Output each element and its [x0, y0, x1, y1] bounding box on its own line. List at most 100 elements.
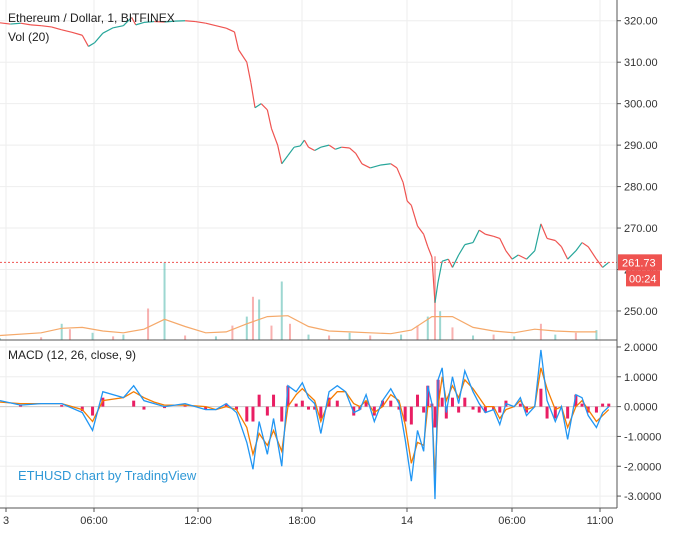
price-segment [428, 247, 432, 257]
volume-bar [575, 333, 577, 340]
volume-bar [349, 333, 351, 340]
axes-layer: 250.00260.00270.00280.00290.00300.00310.… [0, 0, 661, 527]
macd-histogram-bar [266, 407, 269, 416]
time-tick-label: 11:00 [587, 515, 614, 527]
macd-histogram-bar [478, 407, 481, 413]
volume-bar [513, 336, 515, 340]
price-tick-label: 300.00 [624, 99, 658, 111]
macd-histogram-bar [410, 407, 413, 425]
volume-bar [112, 336, 114, 340]
price-tick-label: 310.00 [624, 57, 658, 69]
macd-histogram-bar [258, 395, 261, 407]
macd-histogram-bar [301, 401, 304, 407]
price-segment [411, 205, 417, 226]
price-segment [391, 164, 397, 168]
volume-bar [451, 327, 453, 340]
price-segment [315, 147, 321, 150]
price-segment [31, 25, 41, 26]
macd-histogram-bar [295, 404, 298, 407]
volume-bar [92, 333, 94, 340]
macd-histogram-bar [433, 407, 436, 428]
volume-bar [308, 335, 310, 340]
price-segment [448, 259, 452, 267]
price-segment [568, 251, 576, 259]
macd-histogram-bar [472, 407, 475, 410]
grid-layer [0, 0, 617, 508]
macd-histogram-bar [581, 404, 584, 407]
price-segment [103, 28, 113, 33]
price-segment [350, 148, 356, 153]
price-segment [271, 129, 277, 146]
price-segment [309, 147, 315, 150]
price-segment [588, 247, 596, 259]
price-segment [485, 234, 493, 236]
price-segment [226, 28, 234, 32]
price-segment [341, 147, 349, 148]
macd-tick-label: -3.0000 [624, 491, 661, 503]
price-segment [561, 247, 567, 259]
volume-bar [439, 311, 441, 340]
price-tick-label: 280.00 [624, 182, 658, 194]
price-segment [41, 26, 51, 27]
macd-histogram-bar [251, 407, 254, 422]
price-segment [576, 243, 582, 251]
volume-bar [289, 324, 291, 340]
price-segment [206, 23, 216, 25]
volume-bar [281, 282, 283, 341]
macd-histogram-bar [272, 395, 275, 407]
volume-indicator-label: Vol (20) [8, 30, 49, 44]
price-segment [288, 147, 294, 155]
macd-tick-label: -1.0000 [624, 431, 661, 443]
macd-histogram-bar [457, 407, 460, 413]
price-segment [185, 21, 195, 22]
macd-histogram-bar [60, 405, 63, 406]
macd-tick-label: -2.0000 [624, 461, 661, 473]
macd-histogram-bar [132, 401, 135, 407]
time-tick-label: 3 [3, 515, 9, 527]
price-layer [0, 17, 617, 302]
price-segment [370, 165, 380, 168]
price-segment [267, 110, 271, 129]
price-segment [113, 26, 123, 28]
price-segment [282, 155, 288, 163]
price-segment [304, 140, 308, 147]
time-tick-label: 06:00 [80, 515, 108, 527]
macd-histogram-bar [422, 407, 425, 413]
price-segment [473, 230, 479, 242]
price-segment [397, 168, 403, 183]
chart-title: Ethereum / Dollar, 1, BITFINEX [8, 11, 175, 25]
time-tick-label: 12:00 [184, 515, 212, 527]
price-segment [329, 145, 335, 149]
price-segment [195, 22, 205, 24]
macd-histogram-bar [91, 407, 94, 416]
price-segment [582, 243, 588, 247]
price-segment [500, 238, 506, 250]
price-segment [407, 201, 411, 205]
time-tick-label: 06:00 [498, 515, 526, 527]
volume-bar [147, 309, 149, 341]
volume-bar [472, 336, 474, 341]
price-segment [216, 26, 226, 28]
volume-bar [554, 335, 556, 340]
price-segment [62, 30, 72, 32]
volume-bar [493, 335, 495, 340]
macd-histogram-bar [336, 401, 339, 407]
macd-histogram-bar [607, 404, 610, 407]
macd-histogram-bar [595, 407, 598, 413]
price-segment [452, 255, 458, 267]
price-segment [541, 224, 547, 239]
price-segment [72, 32, 82, 35]
time-tick-label: 14 [401, 515, 413, 527]
tradingview-watermark[interactable]: ETHUSD chart by TradingView [18, 468, 196, 483]
price-segment [261, 104, 267, 110]
price-segment [527, 251, 535, 259]
price-segment [459, 245, 465, 255]
macd-histogram-bar [498, 407, 501, 413]
macd-histogram-bar [451, 398, 454, 407]
price-segment [506, 251, 512, 259]
price-tick-label: 290.00 [624, 140, 658, 152]
macd-histogram-bar [307, 407, 310, 410]
price-segment [479, 230, 485, 234]
